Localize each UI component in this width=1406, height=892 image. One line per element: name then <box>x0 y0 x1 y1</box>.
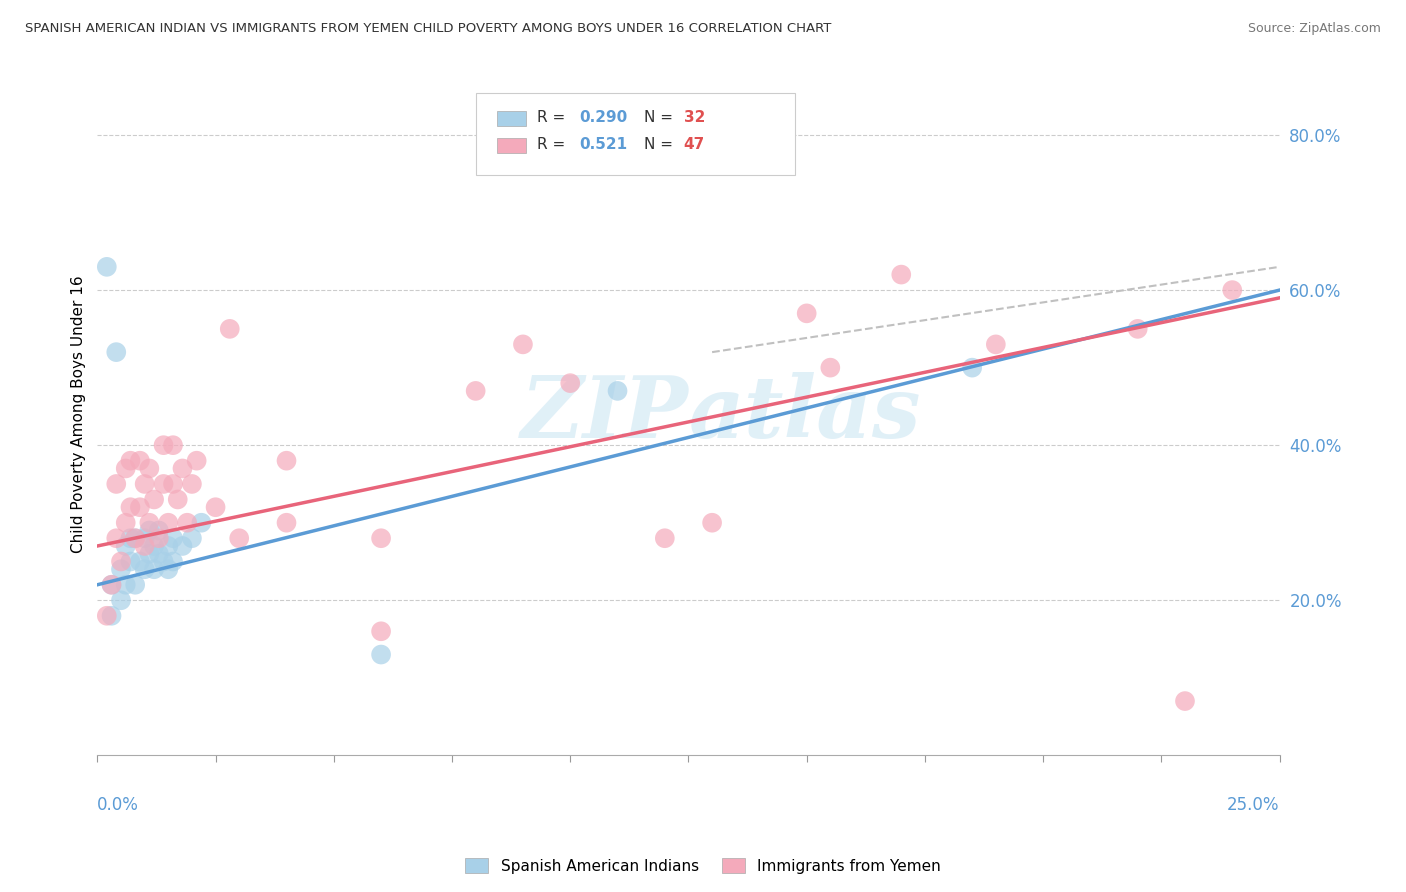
Point <box>181 531 204 545</box>
Text: atlas: atlas <box>689 373 921 456</box>
Point <box>105 477 128 491</box>
Point <box>820 360 842 375</box>
Point <box>105 531 128 545</box>
Point <box>186 453 208 467</box>
Point <box>134 531 156 545</box>
Point <box>114 539 136 553</box>
Point <box>152 477 174 491</box>
Point <box>1220 283 1243 297</box>
Point <box>984 337 1007 351</box>
Point <box>143 492 166 507</box>
Point <box>228 531 250 545</box>
Point <box>370 624 392 639</box>
Point <box>218 322 240 336</box>
Point <box>148 547 170 561</box>
Text: 47: 47 <box>683 137 704 153</box>
Point <box>100 578 122 592</box>
Point <box>276 516 298 530</box>
Point <box>162 438 184 452</box>
Point <box>124 578 146 592</box>
Text: Source: ZipAtlas.com: Source: ZipAtlas.com <box>1247 22 1381 36</box>
Point <box>96 260 118 274</box>
Point <box>138 516 160 530</box>
Text: 0.0%: 0.0% <box>97 797 139 814</box>
Text: R =: R = <box>537 110 571 125</box>
Point <box>464 384 486 398</box>
Point <box>138 547 160 561</box>
Point <box>143 539 166 553</box>
Point <box>162 554 184 568</box>
Text: 0.521: 0.521 <box>579 137 628 153</box>
Point <box>148 524 170 538</box>
Point <box>124 531 146 545</box>
Point <box>143 562 166 576</box>
Point <box>120 500 142 515</box>
Point <box>157 516 180 530</box>
FancyBboxPatch shape <box>496 137 526 153</box>
Point <box>204 500 226 515</box>
Point <box>124 531 146 545</box>
Point <box>190 516 212 530</box>
Point <box>120 453 142 467</box>
Point <box>100 608 122 623</box>
Point <box>276 453 298 467</box>
Point <box>134 562 156 576</box>
Point <box>1126 322 1149 336</box>
Text: N =: N = <box>644 137 678 153</box>
Point <box>370 648 392 662</box>
Point <box>114 461 136 475</box>
Point <box>129 500 152 515</box>
Point <box>110 593 132 607</box>
Point <box>110 554 132 568</box>
Point <box>152 554 174 568</box>
Point <box>129 554 152 568</box>
Point <box>138 461 160 475</box>
Point <box>134 539 156 553</box>
Point <box>134 477 156 491</box>
Point <box>181 477 204 491</box>
Point <box>114 516 136 530</box>
Point <box>512 337 534 351</box>
Point <box>606 384 628 398</box>
Point <box>129 453 152 467</box>
Point <box>157 562 180 576</box>
Point <box>796 306 818 320</box>
Point <box>110 562 132 576</box>
Point <box>157 539 180 553</box>
Point <box>654 531 676 545</box>
Text: N =: N = <box>644 110 678 125</box>
Point <box>162 531 184 545</box>
Point <box>172 461 194 475</box>
FancyBboxPatch shape <box>475 94 794 176</box>
Point <box>114 578 136 592</box>
Point <box>105 345 128 359</box>
Text: ZIP: ZIP <box>520 373 689 456</box>
Point <box>120 531 142 545</box>
Point <box>960 360 983 375</box>
Text: SPANISH AMERICAN INDIAN VS IMMIGRANTS FROM YEMEN CHILD POVERTY AMONG BOYS UNDER : SPANISH AMERICAN INDIAN VS IMMIGRANTS FR… <box>25 22 832 36</box>
Point <box>96 608 118 623</box>
Text: 0.290: 0.290 <box>579 110 628 125</box>
Point <box>152 438 174 452</box>
Point <box>148 531 170 545</box>
Point <box>100 578 122 592</box>
Point <box>370 531 392 545</box>
Point <box>162 477 184 491</box>
Point <box>166 492 188 507</box>
Text: R =: R = <box>537 137 571 153</box>
Legend: Spanish American Indians, Immigrants from Yemen: Spanish American Indians, Immigrants fro… <box>460 852 946 880</box>
Point <box>172 539 194 553</box>
Point <box>176 516 198 530</box>
Y-axis label: Child Poverty Among Boys Under 16: Child Poverty Among Boys Under 16 <box>72 276 86 553</box>
Point <box>120 554 142 568</box>
Point <box>1174 694 1197 708</box>
Point <box>700 516 723 530</box>
Point <box>890 268 912 282</box>
Text: 32: 32 <box>683 110 704 125</box>
Point <box>560 376 582 391</box>
FancyBboxPatch shape <box>496 111 526 126</box>
Point <box>138 524 160 538</box>
Text: 25.0%: 25.0% <box>1227 797 1279 814</box>
